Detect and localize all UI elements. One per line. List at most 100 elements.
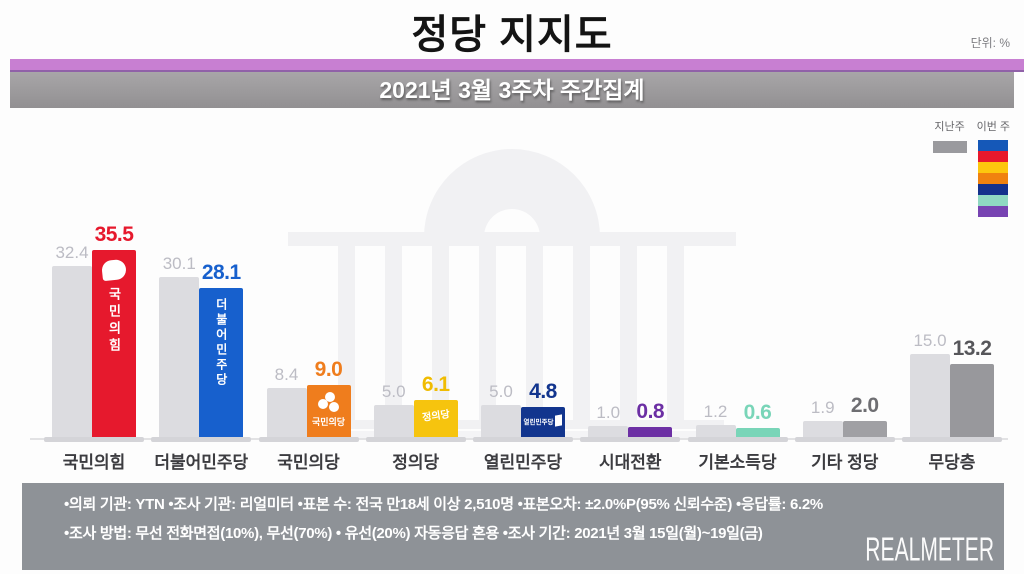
legend-this-week-label: 이번 주 [976,121,1010,133]
curr-value-label: 0.6 [743,401,772,424]
curr-value-label: 13.2 [952,337,992,360]
curr-week-bar [950,364,994,437]
legend-color-swatch [978,195,1009,206]
bar-group: 30.1 28.1 더불어민주당 더불어민주당 [151,254,252,472]
bar-pair: 1.9 2.0 [802,394,887,437]
group-pedestal [580,437,681,442]
prev-value-label: 5.0 [381,382,406,401]
curr-week-bar [628,427,673,437]
realmeter-logo: REALMETER [865,530,994,568]
bar-group: 1.9 2.0 기타 정당 [794,394,895,472]
category-label: 열린민주당 [483,453,563,472]
legend-color-swatch [978,162,1009,173]
bar-group: 5.0 6.1 정의당 정의당 [365,373,466,472]
bar-party-wordmark: 정의당 [421,409,451,424]
bar-group: 1.2 0.6 기본소득당 [687,401,788,472]
unit-label: 단위: % [970,36,1010,50]
bar-pair: 1.2 0.6 [695,401,780,437]
prev-value-label: 5.0 [489,382,513,401]
legend-last-week-label: 지난주 [934,121,965,133]
group-pedestal [687,437,788,442]
curr-week-bar: 열린민주당 [521,407,565,437]
curr-value-label: 9.0 [314,358,343,381]
group-pedestal [258,437,359,442]
prev-value-label: 32.4 [55,243,89,262]
bar-party-wordmark: 국민의당 [311,417,346,427]
category-label: 국민의힘 [62,453,126,472]
curr-week-bar: 더불어민주당 [199,288,244,437]
legend-last-week-swatch [932,141,967,153]
bar-group: 1.0 0.8 시대전환 [580,400,681,472]
bar-group: 15.0 13.2 무당층 [902,331,1002,472]
prev-week-bar [910,354,950,437]
curr-value-label: 6.1 [421,373,450,396]
legend-last-week: 지난주 [932,118,967,217]
prev-week-bar [481,405,521,437]
bar-pair: 5.0 6.1 정의당 [373,373,458,437]
legend-color-swatch [978,140,1009,151]
legend-color-swatch [978,184,1009,195]
category-label: 무당층 [928,453,976,472]
bar-pair: 1.0 0.8 [588,400,673,437]
legend-color-swatch [978,173,1009,184]
bar-group: 5.0 4.8 열린민주당 열린민주당 [473,380,573,472]
group-pedestal [151,437,252,442]
page-title: 정당 지지도 [411,13,613,57]
survey-info-line-1: •의뢰 기관: YTN •조사 기관: 리얼미터 •표본 수: 전국 만18세 … [64,496,823,513]
curr-week-bar [735,428,780,437]
bar-pair: 5.0 4.8 열린민주당 [481,380,565,437]
prev-week-bar [52,266,92,437]
building-pillars [338,246,686,420]
group-pedestal [794,437,895,442]
curr-value-label: 0.8 [636,400,665,423]
prev-value-label: 8.4 [274,365,299,384]
curr-week-bar [842,421,887,437]
prev-value-label: 30.1 [162,254,196,273]
group-pedestal [473,437,573,442]
bar-pair: 8.4 9.0 국민의당 [266,358,351,437]
legend-color-swatch [978,151,1009,162]
survey-info-line-2: •조사 방법: 무선 전화면접(10%), 무선(70%) • 유선(20%) … [64,525,763,542]
curr-value-label: 28.1 [201,261,241,284]
prev-value-label: 1.9 [810,398,835,417]
legend-this-week: 이번 주 [977,118,1010,217]
prev-week-bar [588,426,629,437]
building-beam [288,232,736,246]
category-label: 정의당 [392,453,440,472]
group-pedestal [365,437,466,442]
pinwheel-icon [317,392,341,413]
curr-value-label: 2.0 [850,394,879,417]
bar-group: 32.4 35.5 국민의힘 국민의힘 [44,223,144,472]
category-label: 더불어민주당 [154,453,249,472]
category-label: 시대전환 [598,453,662,472]
prev-week-bar [373,405,414,437]
prev-value-label: 1.0 [596,403,621,422]
prev-value-label: 15.0 [913,331,947,350]
prev-week-bar [695,425,736,437]
bar-pair: 30.1 28.1 더불어민주당 [159,254,244,437]
category-label: 기타 정당 [811,453,879,472]
group-pedestal [902,437,1002,442]
prev-week-bar [159,277,200,437]
open-door-icon [555,414,563,427]
legend-color-swatch [978,206,1009,217]
legend: 지난주 이번 주 [932,118,1010,217]
bar-groups: 32.4 35.5 국민의힘 국민의힘 30.1 28.1 더불어민주당 더불어민주당 8.4 9… [44,113,1002,472]
prev-week-bar [266,388,307,437]
prev-value-label: 1.2 [703,402,728,421]
bar-chart: 지난주 이번 주 32.4 35.5 국민의힘 국민의힘 30.1 28.1 더불어민주당 더… [0,113,1024,480]
group-pedestal [44,437,144,442]
bar-party-wordmark: 국민의힘 [106,287,122,355]
bar-group: 8.4 9.0 국민의당 국민의당 [258,358,359,472]
survey-info-footer: •의뢰 기관: YTN •조사 기관: 리얼미터 •표본 수: 전국 만18세 … [22,483,1004,570]
category-label: 국민의당 [277,453,340,472]
curr-value-label: 35.5 [94,223,134,246]
prev-week-bar [802,421,843,437]
bar-party-wordmark: 더불어민주당 [214,298,229,388]
legend-this-week-swatches [978,140,1009,217]
accent-stripe [10,59,1024,72]
ppp-bubble-icon [101,258,127,282]
curr-value-label: 4.8 [529,380,557,403]
bar-party-wordmark: 열린민주당 [523,418,554,426]
